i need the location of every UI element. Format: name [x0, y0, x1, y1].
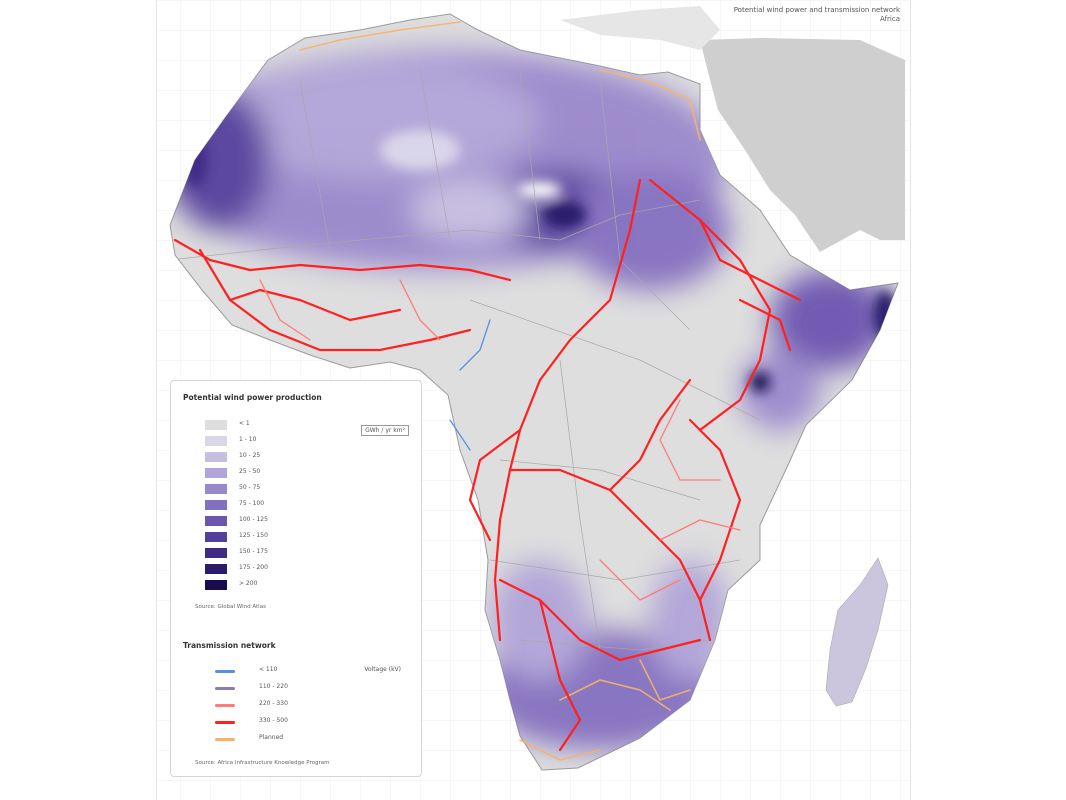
transmission-legend-label: 220 - 330 [259, 700, 288, 707]
transmission-legend-row: 220 - 330 [215, 699, 375, 711]
transmission-legend-row: < 110 [215, 665, 375, 677]
wind-legend-swatch [205, 516, 227, 526]
wind-legend-label: 75 - 100 [239, 500, 265, 507]
map-legend: Potential wind power production GWh / yr… [170, 380, 422, 777]
wind-legend-label: > 200 [239, 580, 258, 587]
wind-legend-swatch [205, 468, 227, 478]
wind-legend-unit: GWh / yr km² [361, 425, 409, 436]
wind-legend-swatch [205, 500, 227, 510]
map-subtitle: Africa [880, 15, 900, 23]
low-voltage-lines [449, 319, 491, 451]
wind-legend-label: < 1 [239, 420, 250, 427]
wind-legend-row: 50 - 75 [205, 483, 405, 496]
wind-source-note: Source: Global Wind Atlas [195, 603, 395, 611]
wind-legend-row: 10 - 25 [205, 451, 405, 464]
wind-legend-row: 1 - 10 [205, 435, 405, 448]
wind-legend-label: 125 - 150 [239, 532, 268, 539]
transmission-legend-label: 330 - 500 [259, 717, 288, 724]
wind-legend-row: 75 - 100 [205, 499, 405, 512]
wind-legend-swatch [205, 420, 227, 430]
europe-coast [560, 6, 720, 50]
transmission-line-sample [215, 704, 235, 707]
transmission-line-sample [215, 738, 235, 741]
transmission-legend-label: < 110 [259, 666, 278, 673]
transmission-legend-label: Planned [259, 734, 284, 741]
transmission-line-sample [215, 721, 235, 724]
wind-legend-swatch [205, 484, 227, 494]
map-title: Potential wind power and transmission ne… [733, 6, 900, 14]
wind-legend-label: 100 - 125 [239, 516, 268, 523]
wind-legend-swatch [205, 564, 227, 574]
wind-legend-row: 150 - 175 [205, 547, 405, 560]
wind-legend-swatch [205, 580, 227, 590]
wind-legend-label: 1 - 10 [239, 436, 257, 443]
wind-legend-swatch [205, 452, 227, 462]
map-header: Potential wind power and transmission ne… [650, 6, 900, 24]
wind-legend-row: 175 - 200 [205, 563, 405, 576]
transmission-source-note: Source: Africa Infrastructure Knowledge … [195, 759, 395, 767]
transmission-line-sample [215, 687, 235, 690]
wind-legend-row: < 1 [205, 419, 405, 432]
transmission-legend-row: 330 - 500 [215, 716, 375, 728]
africa-continent [169, 13, 899, 771]
wind-legend-label: 50 - 75 [239, 484, 261, 491]
wind-legend-swatch [205, 548, 227, 558]
wind-legend-row: > 200 [205, 579, 405, 592]
transmission-legend-row: Planned [215, 733, 375, 745]
planned-lines [299, 21, 701, 761]
wind-legend-swatch [205, 532, 227, 542]
mid-voltage-lines [259, 279, 741, 601]
transmission-network [173, 21, 802, 761]
transmission-line-sample [215, 670, 235, 673]
wind-legend-label: 150 - 175 [239, 548, 268, 555]
arabian-peninsula [700, 38, 905, 252]
transmission-source-line: Source: Africa Infrastructure Knowledge … [195, 760, 330, 766]
wind-legend-title: Potential wind power production [183, 393, 322, 402]
wind-legend-row: 25 - 50 [205, 467, 405, 480]
wind-legend-row: 125 - 150 [205, 531, 405, 544]
transmission-legend-label: 110 - 220 [259, 683, 288, 690]
transmission-legend-unit: Voltage (kV) [364, 666, 401, 673]
wind-legend-label: 175 - 200 [239, 564, 268, 571]
madagascar [825, 557, 889, 707]
wind-legend-swatch [205, 436, 227, 446]
wind-source-line: Source: Global Wind Atlas [195, 604, 266, 610]
wind-legend-row: 100 - 125 [205, 515, 405, 528]
transmission-legend-row: 110 - 220 [215, 682, 375, 694]
wind-legend-label: 25 - 50 [239, 468, 261, 475]
high-voltage-lines [173, 178, 802, 752]
wind-legend-label: 10 - 25 [239, 452, 261, 459]
transmission-legend-title: Transmission network [183, 641, 276, 650]
